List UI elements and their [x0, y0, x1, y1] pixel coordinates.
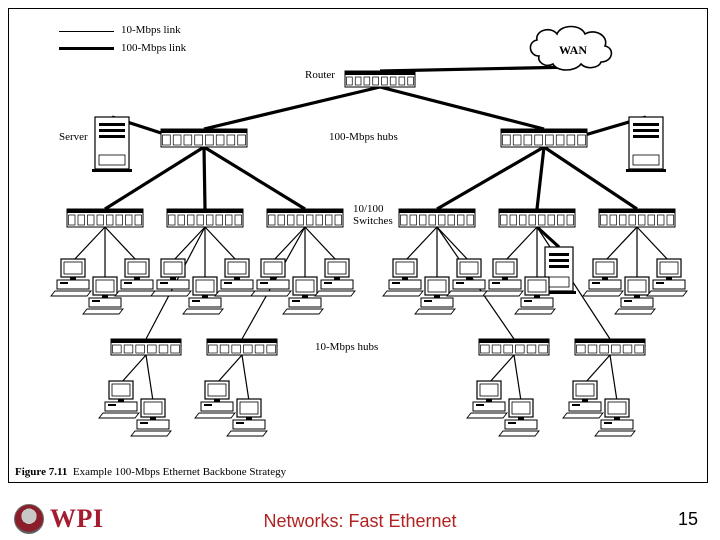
figure-caption: Figure 7.11 Example 100-Mbps Ethernet Ba… — [15, 466, 286, 478]
slide-title: Networks: Fast Ethernet — [0, 511, 720, 532]
switches-label: 10/100 Switches — [353, 203, 393, 227]
legend-thick-label: 100-Mbps link — [121, 42, 186, 54]
switches-label-l1: 10/100 — [353, 203, 384, 215]
page-number: 15 — [678, 509, 698, 530]
hubs10-label: 10-Mbps hubs — [315, 341, 378, 353]
server-label: Server — [59, 131, 88, 143]
caption-number: Figure 7.11 — [15, 466, 67, 478]
hubs100-label: 100-Mbps hubs — [329, 131, 398, 143]
svg-text:WAN: WAN — [559, 43, 587, 57]
legend-thin-line — [59, 31, 114, 32]
legend-thin-label: 10-Mbps link — [121, 24, 181, 36]
switches-label-l2: Switches — [353, 215, 393, 227]
diagram-svg: WAN — [9, 9, 709, 484]
network-diagram: WAN 10-Mbps link 100-Mbps link Router Se… — [8, 8, 708, 483]
caption-text: Example 100-Mbps Ethernet Backbone Strat… — [73, 466, 286, 478]
legend-thick-line — [59, 47, 114, 50]
router-label: Router — [305, 69, 335, 81]
slide-footer: WPI Networks: Fast Ethernet 15 — [0, 492, 720, 540]
